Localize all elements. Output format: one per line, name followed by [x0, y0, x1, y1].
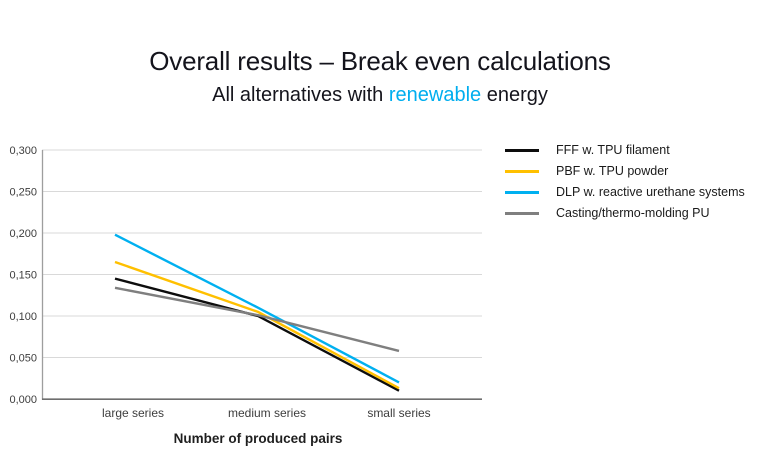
legend-line-swatch: [505, 190, 539, 194]
legend-item: Casting/thermo-molding PU: [505, 206, 745, 220]
y-axis-tick-labels: 0,300 0,250 0,200 0,150 0,100 0,050 0,000: [9, 145, 37, 406]
series-line-dlp-w-reactive-urethane-systems: [114, 233, 400, 384]
legend-label: Casting/thermo-molding PU: [556, 206, 710, 220]
legend-line-swatch: [505, 169, 539, 173]
legend-item: DLP w. reactive urethane systems: [505, 185, 745, 199]
y-tick-label: 0,000: [9, 394, 37, 406]
legend-line-swatch: [505, 211, 539, 215]
subtitle-prefix: All alternatives with: [212, 84, 389, 106]
series-line-pbf-w-tpu-powder: [114, 260, 400, 390]
slide-subtitle: All alternatives with renewable energy: [0, 84, 760, 107]
x-axis-title: Number of produced pairs: [174, 431, 343, 446]
category-label: large series: [102, 406, 164, 420]
legend-label: FFF w. TPU filament: [556, 143, 670, 157]
slide-title: Overall results – Break even calculation…: [149, 46, 611, 76]
y-tick-label: 0,100: [9, 311, 37, 323]
legend-label: PBF w. TPU powder: [556, 164, 669, 178]
y-tick-label: 0,250: [9, 187, 37, 199]
category-label: medium series: [228, 406, 306, 420]
category-label: small series: [367, 406, 430, 420]
subtitle-highlight: renewable: [388, 84, 482, 106]
y-tick-label: 0,200: [9, 228, 37, 240]
x-axis-category-labels: large series medium series small series: [102, 406, 431, 420]
y-tick-label: 0,050: [9, 353, 37, 365]
y-tick-label: 0,150: [9, 270, 37, 282]
axes: [41, 150, 482, 401]
series-lines: [114, 233, 400, 392]
series-line-casting-thermo-molding-pu: [114, 286, 400, 353]
legend-label: DLP w. reactive urethane systems: [556, 185, 745, 199]
legend-item: PBF w. TPU powder: [505, 164, 745, 178]
legend-item: FFF w. TPU filament: [505, 143, 745, 157]
y-tick-label: 0,300: [9, 145, 37, 157]
chart-legend: FFF w. TPU filament PBF w. TPU powder DLP …: [505, 143, 745, 227]
gridlines: [42, 149, 482, 358]
subtitle-suffix: energy: [481, 84, 548, 106]
legend-line-swatch: [505, 148, 539, 152]
